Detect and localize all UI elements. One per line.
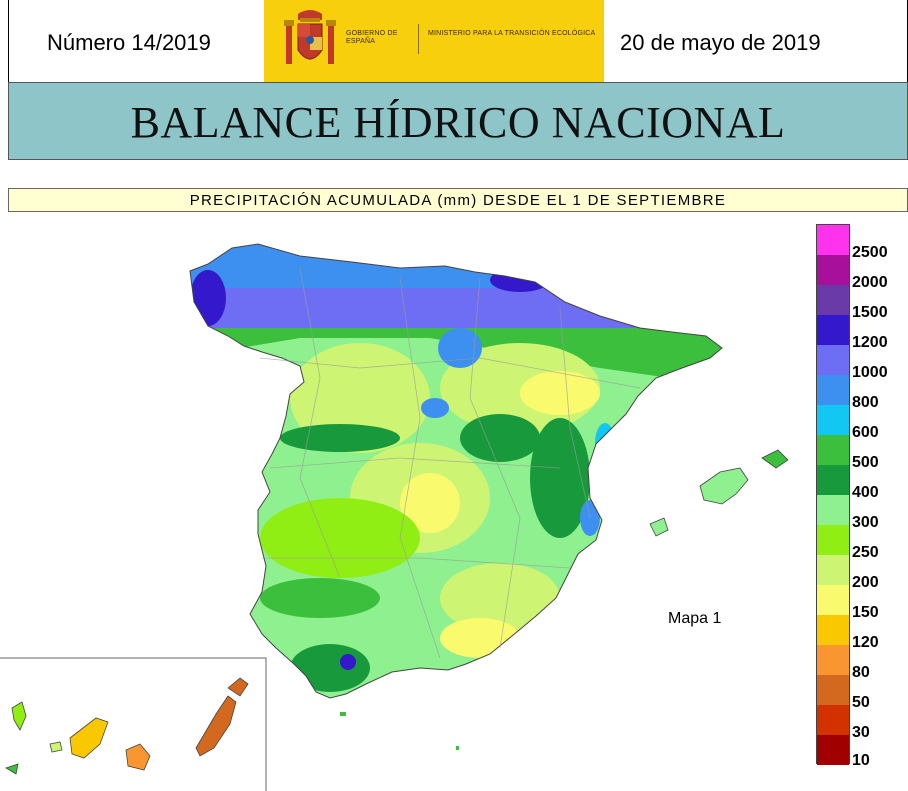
precipitation-legend bbox=[816, 224, 850, 765]
legend-swatch bbox=[817, 495, 849, 525]
legend-swatch bbox=[817, 315, 849, 345]
legend-swatch bbox=[817, 285, 849, 315]
legend-label: 250 bbox=[852, 544, 879, 561]
legend-label: 400 bbox=[852, 484, 879, 501]
title-bar: BALANCE HÍDRICO NACIONAL bbox=[8, 82, 908, 160]
government-name: GOBIERNO DE ESPAÑA bbox=[346, 30, 398, 45]
legend-swatch bbox=[817, 645, 849, 675]
legend-label: 1500 bbox=[852, 304, 888, 321]
legend-label: 80 bbox=[852, 664, 870, 681]
map-label: Mapa 1 bbox=[668, 610, 722, 627]
page-title: BALANCE HÍDRICO NACIONAL bbox=[130, 98, 786, 147]
issue-number: Número 14/2019 bbox=[47, 30, 211, 55]
map-subtitle: PRECIPITACIÓN ACUMULADA (mm) DESDE EL 1 … bbox=[189, 192, 727, 209]
legend-swatch bbox=[817, 555, 849, 585]
legend-swatch bbox=[817, 465, 849, 495]
legend-label: 1200 bbox=[852, 334, 888, 351]
legend-label: 50 bbox=[852, 694, 870, 711]
legend-label: 2000 bbox=[852, 274, 888, 291]
legend-swatch bbox=[817, 405, 849, 435]
banner-divider bbox=[418, 24, 419, 54]
legend-label: 300 bbox=[852, 514, 879, 531]
precipitation-map bbox=[0, 218, 908, 791]
legend-swatch bbox=[817, 735, 849, 765]
map-subtitle-bar: PRECIPITACIÓN ACUMULADA (mm) DESDE EL 1 … bbox=[8, 188, 908, 212]
spain-coat-of-arms-icon bbox=[284, 10, 336, 64]
legend-swatch bbox=[817, 525, 849, 555]
legend-label: 150 bbox=[852, 604, 879, 621]
legend-swatch bbox=[817, 375, 849, 405]
legend-label: 120 bbox=[852, 634, 879, 651]
legend-label: 1000 bbox=[852, 364, 888, 381]
legend-label: 10 bbox=[852, 752, 870, 769]
legend-label: 600 bbox=[852, 424, 879, 441]
legend-swatch bbox=[817, 435, 849, 465]
legend-swatch bbox=[817, 705, 849, 735]
legend-label: 500 bbox=[852, 454, 879, 471]
legend-swatch bbox=[817, 675, 849, 705]
legend-swatch bbox=[817, 225, 849, 255]
legend-swatch bbox=[817, 255, 849, 285]
legend-swatch bbox=[817, 615, 849, 645]
legend-label: 200 bbox=[852, 574, 879, 591]
legend-label: 30 bbox=[852, 724, 870, 741]
legend-swatch bbox=[817, 585, 849, 615]
legend-swatch bbox=[817, 345, 849, 375]
ministry-name: MINISTERIO PARA LA TRANSICIÓN ECOLÓGICA bbox=[428, 30, 596, 37]
legend-label: 2500 bbox=[852, 244, 888, 261]
legend-label: 800 bbox=[852, 394, 879, 411]
issue-date: 20 de mayo de 2019 bbox=[620, 30, 821, 55]
